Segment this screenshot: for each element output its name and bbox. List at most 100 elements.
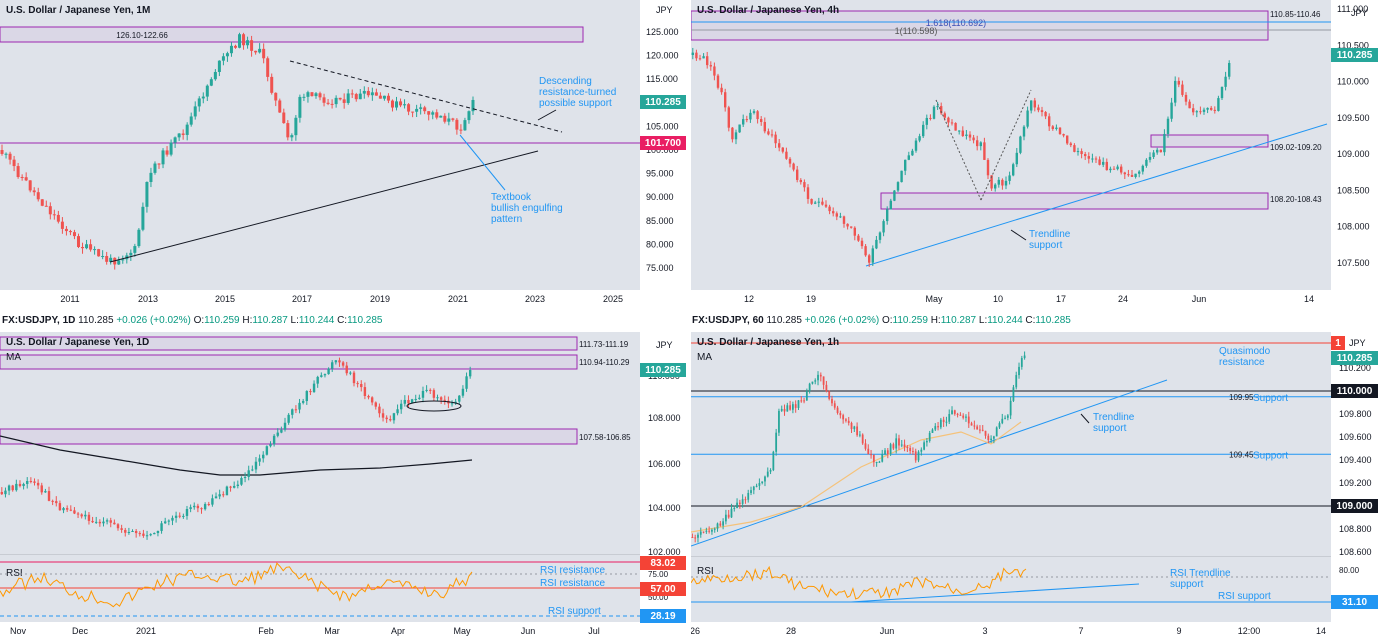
h4-candle	[907, 155, 910, 160]
daily-candle	[131, 530, 134, 532]
h4-candle	[1181, 84, 1184, 95]
daily-candle	[316, 376, 319, 384]
h4-candle	[767, 131, 770, 135]
daily-candle	[254, 461, 258, 470]
monthly-candle	[447, 118, 451, 122]
h4-candle	[695, 52, 698, 59]
h4-candle	[1210, 107, 1213, 110]
daily-candle	[407, 399, 410, 404]
hourly-price-tick: 110.200	[1339, 363, 1371, 373]
hourly-chart-panel[interactable]: 110.200 110.000 109.800 109.600 109.400 109.2…	[691, 332, 1378, 641]
monthly-candle	[60, 221, 64, 229]
h4-price-tick: 107.500	[1337, 258, 1370, 268]
h4-candle	[752, 111, 756, 113]
hourly-candle	[889, 444, 892, 454]
monthly-candle	[419, 107, 423, 109]
daily-candle	[200, 508, 203, 510]
panel-divider[interactable]	[686, 0, 691, 641]
monthly-candle	[395, 101, 399, 108]
h4-candle	[983, 142, 986, 160]
monthly-candle	[52, 214, 56, 216]
daily-candle	[360, 384, 363, 388]
hourly-candle	[900, 444, 903, 446]
daily-candle	[439, 397, 443, 400]
daily-chart-panel[interactable]: 108.000106.000104.000102.000110.000NovDe…	[0, 332, 686, 641]
monthly-candle	[20, 176, 24, 178]
hourly-candle	[892, 444, 895, 449]
daily-candle	[91, 520, 94, 523]
monthly-candle	[44, 205, 48, 207]
hourly-price-tick: 109.400	[1339, 455, 1372, 465]
monthly-candle	[266, 58, 270, 77]
daily-candle	[363, 387, 367, 396]
h4-time-axis	[691, 290, 1378, 310]
hourly-candle	[694, 537, 697, 539]
h4-candle	[778, 143, 781, 148]
daily-candle	[174, 515, 178, 518]
hourly-candle	[831, 398, 833, 404]
hourly-candle	[775, 432, 778, 452]
daily-consolidation-ellipse	[406, 400, 462, 412]
daily-chart-canvas[interactable]: 108.000106.000104.000102.000110.000NovDe…	[0, 332, 686, 641]
hourly-candle	[772, 451, 775, 471]
monthly-currency-label: JPY	[656, 5, 673, 15]
hourly-rsi-divider	[691, 556, 1331, 557]
daily-candle	[414, 398, 417, 400]
monthly-candle	[48, 206, 52, 215]
daily-candle	[124, 529, 127, 533]
daily-candle	[396, 409, 399, 414]
daily-open: 110.259	[204, 315, 240, 326]
h4-candle	[1019, 136, 1022, 153]
monthly-chart-canvas[interactable]: 125.000120.000115.000110.000105.000100.0…	[0, 0, 686, 310]
hourly-ma-legend[interactable]: MA	[697, 352, 712, 363]
daily-candle	[236, 484, 240, 486]
daily-candle	[222, 494, 225, 496]
monthly-candle	[278, 100, 282, 113]
monthly-candle	[443, 115, 447, 122]
hourly-candle	[741, 499, 744, 504]
monthly-candle	[463, 120, 467, 131]
hourly-candle	[797, 400, 800, 408]
monthly-candle	[382, 95, 386, 99]
hourly-candle	[727, 514, 730, 518]
monthly-time-tick: 2021	[448, 294, 468, 304]
h4-time-tick: May	[925, 294, 943, 304]
h4-candle	[1048, 116, 1051, 127]
h4-candle	[1163, 133, 1166, 153]
h4-annotation-trendline: Trendline	[1029, 229, 1071, 240]
monthly-chart-panel[interactable]: 125.000120.000115.000110.000105.000100.0…	[0, 0, 686, 310]
h4-candle	[745, 119, 748, 121]
monthly-candle	[258, 48, 262, 53]
hourly-time-tick: 7	[1078, 626, 1083, 636]
hourly-candle	[912, 451, 914, 453]
hourly-candle	[811, 381, 814, 384]
h4-chart-panel[interactable]: 111.000 110.500 110.000 109.500 109.000 108.5…	[691, 0, 1378, 310]
daily-candle	[203, 504, 207, 510]
hourly-candle	[730, 508, 733, 518]
hourly-chart-canvas[interactable]: 110.200 110.000 109.800 109.600 109.400 109.2…	[691, 332, 1378, 641]
hourly-candle	[733, 508, 736, 510]
h4-currency-label: JPY	[1351, 8, 1368, 18]
daily-candle	[149, 534, 152, 536]
daily-time-tick: Jul	[588, 626, 600, 636]
h4-candle	[979, 142, 982, 147]
daily-candle	[211, 498, 214, 505]
h4-last-price-badge-bg	[1331, 48, 1378, 62]
daily-candle	[65, 508, 69, 510]
daily-high: 110.287	[252, 315, 288, 326]
h4-chart-canvas[interactable]: 111.000 110.500 110.000 109.500 109.000 108.5…	[691, 0, 1378, 310]
hourly-candle	[708, 530, 711, 532]
h4-candle	[792, 163, 795, 170]
daily-candle	[44, 491, 47, 493]
h4-candle	[709, 65, 712, 67]
h4-candle	[922, 124, 925, 137]
h4-candle	[918, 136, 921, 141]
h4-candle	[796, 169, 799, 180]
monthly-candle	[137, 229, 141, 247]
monthly-candle	[306, 92, 310, 97]
daily-candle	[76, 513, 80, 515]
hourly-candle	[967, 416, 970, 424]
hourly-candle	[786, 405, 789, 412]
daily-ma-legend[interactable]: MA	[6, 352, 21, 363]
h4-candle	[835, 213, 838, 217]
